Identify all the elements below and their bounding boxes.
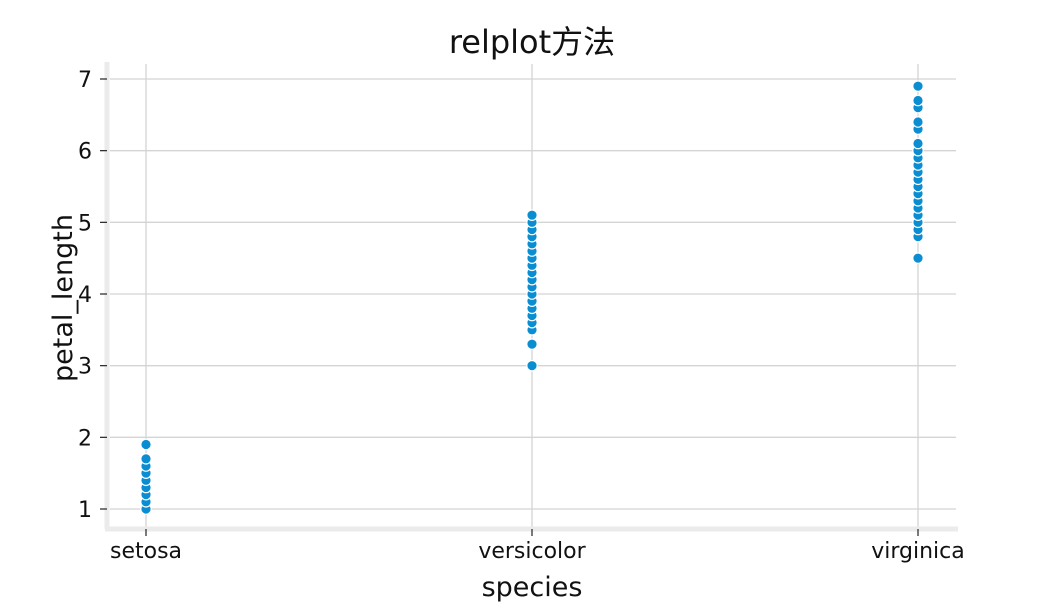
chart-title: relplot方法 (449, 23, 615, 61)
data-point (526, 359, 538, 372)
y-tick-label: 1 (78, 498, 92, 523)
y-tick-label: 5 (78, 211, 92, 236)
data-point (526, 209, 538, 221)
data-point (912, 80, 924, 92)
data-point (140, 438, 152, 451)
data-point (912, 252, 924, 264)
y-tick-label: 2 (78, 426, 92, 451)
data-point (140, 453, 152, 465)
y-tick-label: 7 (78, 68, 92, 93)
data-point (526, 338, 538, 350)
y-axis-label: petal_length (48, 214, 79, 382)
x-tick-label: versicolor (478, 539, 586, 564)
x-axis-label: species (482, 572, 583, 603)
y-tick-label: 4 (78, 283, 92, 308)
x-tick-label: virginica (871, 539, 965, 564)
data-point (912, 137, 924, 150)
axis-ticks: 1 2 3 4 5 6 7 setosa versicolor virginica (78, 68, 965, 564)
data-point (912, 116, 924, 128)
data-point (912, 94, 924, 107)
y-tick-label: 6 (78, 140, 92, 165)
data-points (140, 80, 924, 515)
y-tick-label: 3 (78, 355, 92, 380)
x-tick-label: setosa (110, 539, 182, 564)
